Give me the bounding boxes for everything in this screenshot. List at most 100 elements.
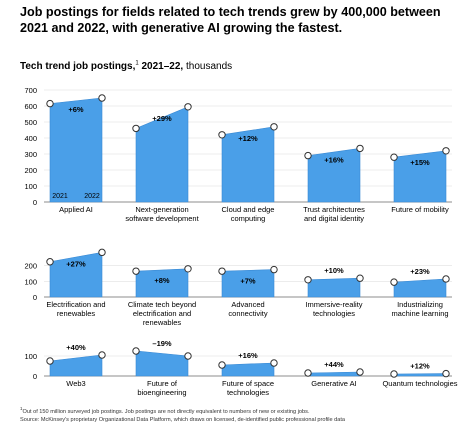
data-point-2021 [304,276,312,284]
panel-label-line: Advanced [231,300,264,309]
data-point-2022 [356,368,364,376]
panel-label-line: Future of space [222,379,274,388]
data-point-2021 [46,258,54,266]
change-label: +40% [66,343,86,352]
data-point-2022 [98,351,106,359]
area-series [393,278,447,298]
panel-label: Electrification and renewables [46,300,105,318]
data-point-2022 [356,274,364,282]
y-tick-label: 200 [24,262,37,271]
change-label: +8% [154,276,170,285]
panel-label: Industrializing machine learning [391,300,448,318]
footnote-note: 1Out of 150 million surveyed job posting… [20,406,466,417]
panel-label-line: renewables [57,309,96,318]
area-series [135,350,189,377]
data-point-2021 [132,267,140,275]
panel-label: Advanced connectivity [228,300,267,318]
data-point-2021 [390,153,398,161]
panel-label-line: Trust architectures [303,205,365,214]
panel-label: Quantum technologies [382,379,457,388]
change-label: +16% [238,351,258,360]
panel-label: Future of space technologies [222,379,274,397]
data-point-2022 [184,265,192,273]
panel-label: Web3 [66,379,85,388]
data-point-2021 [132,347,140,355]
data-point-2022 [184,103,192,111]
panel-label: Applied AI [59,205,93,214]
change-label: +12% [238,134,258,143]
y-tick-label: 300 [24,150,37,159]
panel-label-line: Future of [147,379,178,388]
data-point-2022 [98,94,106,102]
data-point-2021 [304,151,312,160]
y-tick-label: 600 [24,102,37,111]
subtitle-measure: Tech trend job postings, [20,61,136,72]
y-tick-label: 400 [24,134,37,143]
data-point-2021 [46,357,54,365]
change-label: +15% [410,158,430,167]
change-label: +10% [324,266,344,275]
panel-label-line: Industrializing [397,300,443,309]
panel-label-line: Electrification and [46,300,105,309]
footnote-marker: 1 [20,406,23,412]
data-point-2022 [270,123,278,131]
data-point-2022 [98,248,106,257]
data-point-2021 [218,361,226,369]
panel-label-line: Web3 [66,379,85,388]
y-tick-label: 0 [33,293,37,302]
panel-label: Trust architectures and digital identity [303,205,365,223]
footnote-source: Source: McKinsey's proprietary Organizat… [20,416,346,423]
panel-label-line: technologies [313,309,355,318]
change-label: +16% [324,155,344,164]
data-point-2021 [390,278,398,286]
y-tick-label: 500 [24,118,37,127]
change-label: +6% [68,105,84,114]
data-point-2021 [218,131,226,139]
data-point-2021 [132,124,140,133]
x-tick-label-2022: 2022 [84,193,100,200]
area-series [393,373,447,377]
panel-label-line: technologies [227,388,269,397]
data-point-2022 [270,359,278,367]
area-series [307,371,361,377]
data-point-2021 [46,99,54,108]
change-label: +12% [410,362,430,371]
data-point-2022 [442,369,450,378]
panel-label: Generative AI [311,379,356,388]
change-label: –19% [152,339,172,348]
y-tick-label: 100 [24,352,37,361]
data-point-2022 [184,352,192,360]
data-point-2022 [442,275,450,283]
area-series [49,354,103,377]
panel-label: Future of mobility [391,205,449,214]
subtitle-unit: thousands [186,61,233,72]
panel-label-line: Next-generation [135,205,188,214]
change-label: +44% [324,360,344,369]
y-tick-label: 200 [24,166,37,175]
panel-label-line: connectivity [228,309,267,318]
subtitle-footnote-marker: 1 [135,60,139,67]
area-series [307,277,361,298]
data-point-2021 [304,369,312,377]
panel-label-line: Quantum technologies [382,379,457,388]
change-label: +29% [152,114,172,123]
data-point-2021 [218,267,226,275]
panel-label: Immersive-reality technologies [305,300,362,318]
panel-label-line: renewables [143,318,182,327]
chart-title: Job postings for fields related to tech … [20,5,441,35]
subtitle-years: 2021–22, [141,61,184,72]
area-series [221,362,275,377]
y-tick-label: 100 [24,277,37,286]
panel-label-line: Cloud and edge [222,205,275,214]
y-tick-label: 100 [24,182,37,191]
panel-label-line: bioengineering [137,388,186,397]
change-label: +23% [410,267,430,276]
panel-label: Climate tech beyond electrification and re… [128,300,196,327]
panel-label-line: and digital identity [304,214,364,223]
panel-label-line: software development [125,214,199,223]
panel-label-line: machine learning [391,309,448,318]
panel-label-line: Immersive-reality [305,300,362,309]
chart-footnotes: 1Out of 150 million surveyed job posting… [20,406,466,424]
y-tick-label: 0 [33,372,37,381]
